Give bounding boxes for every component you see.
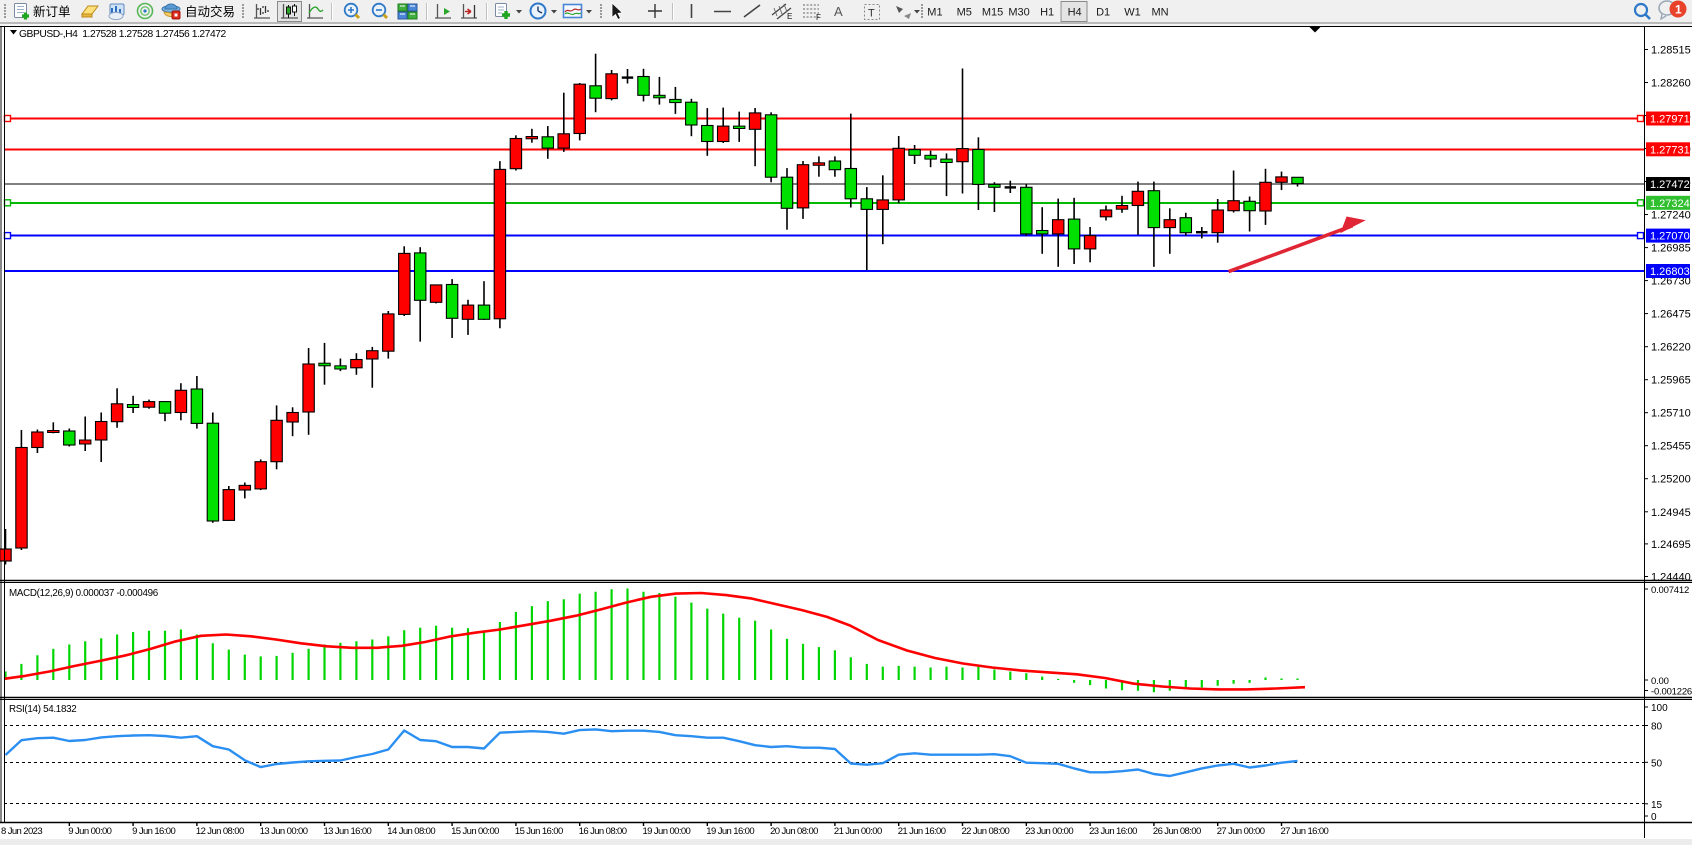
svg-text:-0.001226: -0.001226 xyxy=(1651,687,1692,698)
svg-text:21 Jun 00:00: 21 Jun 00:00 xyxy=(834,826,882,837)
svg-text:1.27472: 1.27472 xyxy=(1650,179,1690,191)
svg-text:1.26985: 1.26985 xyxy=(1651,243,1691,255)
svg-text:15: 15 xyxy=(1651,800,1663,811)
svg-text:19 Jun 16:00: 19 Jun 16:00 xyxy=(706,826,754,837)
svg-text:1.26730: 1.26730 xyxy=(1651,276,1691,288)
svg-text:M1: M1 xyxy=(927,7,942,19)
svg-text:1.27731: 1.27731 xyxy=(1650,144,1690,156)
svg-text:0: 0 xyxy=(1651,812,1657,823)
svg-text:19 Jun 00:00: 19 Jun 00:00 xyxy=(643,826,691,837)
svg-text:1.28260: 1.28260 xyxy=(1651,78,1691,90)
svg-text:100: 100 xyxy=(1651,703,1668,714)
svg-text:22 Jun 08:00: 22 Jun 08:00 xyxy=(962,826,1010,837)
svg-text:M30: M30 xyxy=(1008,7,1029,19)
svg-text:1.25455: 1.25455 xyxy=(1651,441,1691,453)
svg-text:8 Jun 2023: 8 Jun 2023 xyxy=(1,826,42,837)
svg-text:1.25965: 1.25965 xyxy=(1651,375,1691,387)
svg-text:1.25200: 1.25200 xyxy=(1651,474,1691,486)
svg-text:1.27070: 1.27070 xyxy=(1650,231,1690,243)
svg-text:D1: D1 xyxy=(1096,7,1110,19)
svg-text:自动交易: 自动交易 xyxy=(185,4,235,19)
svg-text:1.26803: 1.26803 xyxy=(1650,266,1690,278)
svg-text:26 Jun 08:00: 26 Jun 08:00 xyxy=(1153,826,1201,837)
svg-text:E: E xyxy=(787,12,792,21)
svg-text:RSI(14) 54.1832: RSI(14) 54.1832 xyxy=(9,704,76,715)
svg-text:T: T xyxy=(868,8,875,20)
svg-text:1.27971: 1.27971 xyxy=(1650,114,1690,126)
svg-text:9 Jun 16:00: 9 Jun 16:00 xyxy=(132,826,175,837)
svg-text:27 Jun 00:00: 27 Jun 00:00 xyxy=(1217,826,1265,837)
svg-text:23 Jun 00:00: 23 Jun 00:00 xyxy=(1025,826,1073,837)
svg-text:15 Jun 16:00: 15 Jun 16:00 xyxy=(515,826,563,837)
svg-text:1.27324: 1.27324 xyxy=(1650,198,1690,210)
svg-text:0.00: 0.00 xyxy=(1651,676,1669,687)
svg-text:W1: W1 xyxy=(1124,7,1141,19)
svg-text:1.24440: 1.24440 xyxy=(1651,572,1691,584)
svg-text:GBPUSD-,H4 1.27528 1.27528 1.: GBPUSD-,H4 1.27528 1.27528 1.27456 1.274… xyxy=(19,29,226,40)
svg-text:M5: M5 xyxy=(957,7,972,19)
svg-text:80: 80 xyxy=(1651,722,1663,733)
svg-text:1.25710: 1.25710 xyxy=(1651,408,1691,420)
svg-text:13 Jun 00:00: 13 Jun 00:00 xyxy=(260,826,308,837)
svg-text:0.007412: 0.007412 xyxy=(1651,585,1689,596)
svg-text:20 Jun 08:00: 20 Jun 08:00 xyxy=(770,826,818,837)
svg-text:14 Jun 08:00: 14 Jun 08:00 xyxy=(387,826,435,837)
svg-text:F: F xyxy=(816,13,821,22)
svg-text:H4: H4 xyxy=(1068,7,1082,19)
svg-text:M15: M15 xyxy=(982,7,1003,19)
svg-text:新订单: 新订单 xyxy=(33,4,71,19)
svg-text:9 Jun 00:00: 9 Jun 00:00 xyxy=(68,826,111,837)
svg-text:1.24695: 1.24695 xyxy=(1651,539,1691,551)
svg-text:1.26220: 1.26220 xyxy=(1651,342,1691,354)
svg-text:A: A xyxy=(834,4,843,19)
svg-text:1: 1 xyxy=(1675,3,1682,17)
svg-text:1.27240: 1.27240 xyxy=(1651,210,1691,222)
svg-text:1.26475: 1.26475 xyxy=(1651,309,1691,321)
svg-text:MN: MN xyxy=(1152,7,1169,19)
svg-text:1.28515: 1.28515 xyxy=(1651,45,1691,57)
svg-text:1.24945: 1.24945 xyxy=(1651,507,1691,519)
svg-text:16 Jun 08:00: 16 Jun 08:00 xyxy=(579,826,627,837)
svg-text:27 Jun 16:00: 27 Jun 16:00 xyxy=(1281,826,1329,837)
svg-text:H1: H1 xyxy=(1040,7,1054,19)
svg-text:21 Jun 16:00: 21 Jun 16:00 xyxy=(898,826,946,837)
svg-text:23 Jun 16:00: 23 Jun 16:00 xyxy=(1089,826,1137,837)
svg-text:12 Jun 08:00: 12 Jun 08:00 xyxy=(196,826,244,837)
svg-text:15 Jun 00:00: 15 Jun 00:00 xyxy=(451,826,499,837)
svg-text:MACD(12,26,9) 0.000037 -0.0004: MACD(12,26,9) 0.000037 -0.000496 xyxy=(9,588,159,599)
svg-text:50: 50 xyxy=(1651,758,1663,769)
svg-text:13 Jun 16:00: 13 Jun 16:00 xyxy=(324,826,372,837)
